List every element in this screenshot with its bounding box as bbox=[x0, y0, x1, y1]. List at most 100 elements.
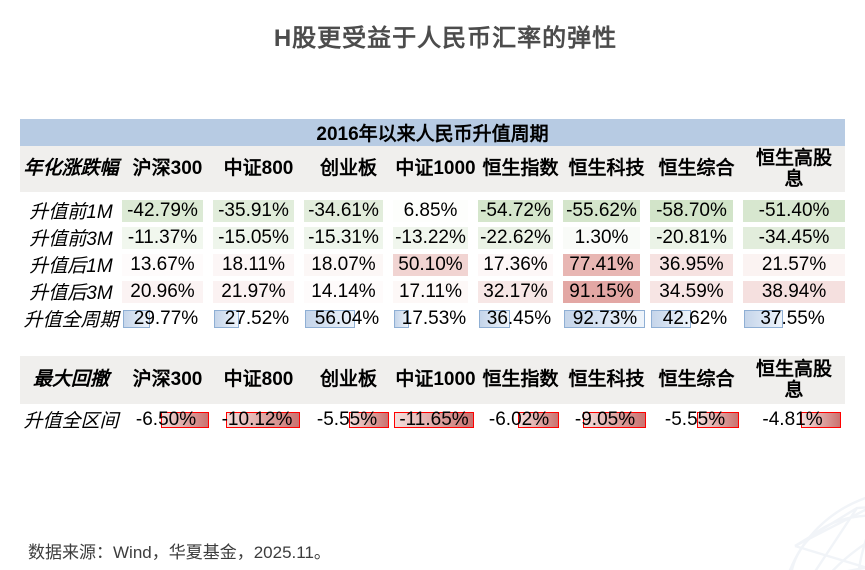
cell-value: -5.55% bbox=[316, 408, 378, 430]
cell-value: -58.70% bbox=[656, 199, 727, 221]
column-header: 最大回撤 bbox=[20, 356, 122, 404]
cell-value: 91.15% bbox=[569, 280, 634, 302]
red-data-bar bbox=[349, 411, 389, 428]
value-cell: -54.72% bbox=[478, 197, 563, 224]
column-header: 恒生科技 bbox=[563, 146, 650, 192]
cell-fill: 18.07% bbox=[304, 253, 383, 276]
value-cell: -34.61% bbox=[304, 197, 393, 224]
blue-data-bar bbox=[651, 309, 692, 328]
column-header: 中证800 bbox=[213, 146, 304, 192]
cell-value: -34.61% bbox=[308, 199, 379, 221]
cell-fill: 17.11% bbox=[393, 280, 468, 303]
value-cell: 50.10% bbox=[393, 251, 478, 278]
cell-fill: 56.04% bbox=[304, 308, 390, 330]
value-cell: -58.70% bbox=[650, 197, 743, 224]
cell-fill: 42.62% bbox=[650, 308, 740, 330]
value-cell: 38.94% bbox=[743, 278, 846, 305]
table-row: 升值前3M -11.37% -15.05% -15.31% -13.22% -22.62%… bbox=[20, 224, 846, 251]
red-data-bar bbox=[697, 411, 739, 428]
cell-fill: 6.85% bbox=[393, 199, 468, 222]
cell-fill: -5.55% bbox=[650, 409, 740, 431]
column-header: 中证1000 bbox=[393, 356, 478, 404]
column-header: 恒生科技 bbox=[563, 356, 650, 404]
table-row: 升值前1M -42.79% -35.91% -34.61% 6.85% -54.72% -5… bbox=[20, 197, 846, 224]
cell-fill: -11.37% bbox=[122, 226, 203, 249]
cell-fill: -13.22% bbox=[393, 226, 468, 249]
value-cell: -4.81% bbox=[743, 404, 845, 435]
cell-fill: 17.36% bbox=[478, 253, 553, 276]
column-header: 年化涨跌幅 bbox=[20, 146, 122, 192]
row-label: 升值后1M bbox=[29, 256, 113, 277]
table-row: 升值后3M 20.96% 21.97% 14.14% 17.11% 32.17% 91.15… bbox=[20, 278, 846, 305]
value-cell: -34.45% bbox=[743, 224, 846, 251]
table-band-title: 2016年以来人民币升值周期 bbox=[20, 119, 846, 146]
blue-data-bar bbox=[214, 309, 240, 328]
cell-fill: -11.65% bbox=[393, 409, 475, 431]
cell-value: -6.50% bbox=[135, 408, 197, 430]
value-cell: 18.07% bbox=[304, 251, 393, 278]
value-cell: 42.62% bbox=[650, 305, 743, 332]
cell-value: 56.04% bbox=[314, 307, 380, 329]
source-note: 数据来源：Wind，华夏基金，2025.11。 bbox=[28, 543, 331, 562]
cell-fill: -54.72% bbox=[478, 199, 553, 222]
blue-data-bar bbox=[479, 309, 511, 328]
cell-fill: -5.55% bbox=[304, 409, 390, 431]
value-cell: -9.05% bbox=[563, 404, 650, 435]
cell-fill: -22.62% bbox=[478, 226, 553, 249]
cell-value: 77.41% bbox=[569, 253, 634, 275]
cell-value: -11.37% bbox=[127, 226, 198, 248]
red-data-bar bbox=[582, 411, 646, 428]
header-row: 最大回撤 沪深300 中证800 创业板 中证1000 恒生指数 恒生科技 恒生综合 恒生高股息 bbox=[20, 356, 845, 404]
red-data-bar bbox=[394, 411, 474, 428]
cell-fill: 1.30% bbox=[563, 226, 640, 249]
column-header: 沪深300 bbox=[122, 146, 213, 192]
value-cell: 21.97% bbox=[213, 278, 304, 305]
cell-value: -15.31% bbox=[308, 226, 379, 248]
cell-value: -34.45% bbox=[758, 226, 830, 248]
cell-fill: 50.10% bbox=[393, 253, 468, 276]
cell-value: 17.53% bbox=[401, 307, 467, 329]
cell-value: 34.59% bbox=[659, 280, 724, 302]
cell-value: 36.95% bbox=[659, 253, 724, 275]
value-cell: 17.53% bbox=[393, 305, 478, 332]
value-cell: -22.62% bbox=[478, 224, 563, 251]
cell-value: 38.94% bbox=[761, 280, 827, 302]
cell-fill: -35.91% bbox=[213, 199, 294, 222]
cell-value: -9.05% bbox=[574, 408, 636, 430]
column-header: 恒生综合 bbox=[650, 356, 743, 404]
value-cell: -10.12% bbox=[213, 404, 304, 435]
cell-fill: 21.97% bbox=[213, 280, 294, 303]
value-cell: 18.11% bbox=[213, 251, 304, 278]
cell-fill: 32.17% bbox=[478, 280, 553, 303]
cell-value: 29.77% bbox=[133, 307, 199, 329]
cell-value: 21.57% bbox=[761, 253, 827, 275]
red-data-bar bbox=[801, 411, 841, 428]
value-cell: 92.73% bbox=[563, 305, 650, 332]
table-row: 升值全周期 29.77% 27.52% 56.04% 17.53% 36.45% 92.73… bbox=[20, 305, 845, 332]
cell-fill: 18.11% bbox=[213, 253, 294, 276]
cell-fill: -51.40% bbox=[743, 199, 846, 222]
cell-value: 13.67% bbox=[130, 253, 195, 275]
column-header: 创业板 bbox=[304, 356, 393, 404]
value-cell: -5.55% bbox=[650, 404, 743, 435]
column-header: 恒生高股息 bbox=[743, 356, 845, 404]
blue-data-bar bbox=[394, 309, 410, 328]
cell-value: 21.97% bbox=[221, 280, 286, 302]
column-header: 中证800 bbox=[213, 356, 304, 404]
column-header: 创业板 bbox=[304, 146, 393, 192]
row-label: 升值全区间 bbox=[23, 411, 119, 432]
cell-fill: 36.95% bbox=[650, 253, 733, 276]
value-cell: 17.36% bbox=[478, 251, 563, 278]
column-header: 恒生高股息 bbox=[743, 146, 846, 192]
header-row: 年化涨跌幅 沪深300 中证800 创业板 中证1000 恒生指数 恒生科技 恒生综合 恒生高股… bbox=[20, 146, 846, 192]
table-row: 升值全区间 -6.50% -10.12% -5.55% -11.65% -6.02% -9.… bbox=[20, 404, 845, 435]
cell-value: -54.72% bbox=[480, 199, 551, 221]
cell-fill: 14.14% bbox=[304, 280, 383, 303]
value-cell: 21.57% bbox=[743, 251, 846, 278]
cell-fill: -58.70% bbox=[650, 199, 733, 222]
cell-fill: -4.81% bbox=[743, 409, 842, 431]
cell-fill: 38.94% bbox=[743, 280, 846, 303]
value-cell: 17.11% bbox=[393, 278, 478, 305]
cell-fill: -34.61% bbox=[304, 199, 383, 222]
row-label: 升值后3M bbox=[29, 283, 113, 304]
